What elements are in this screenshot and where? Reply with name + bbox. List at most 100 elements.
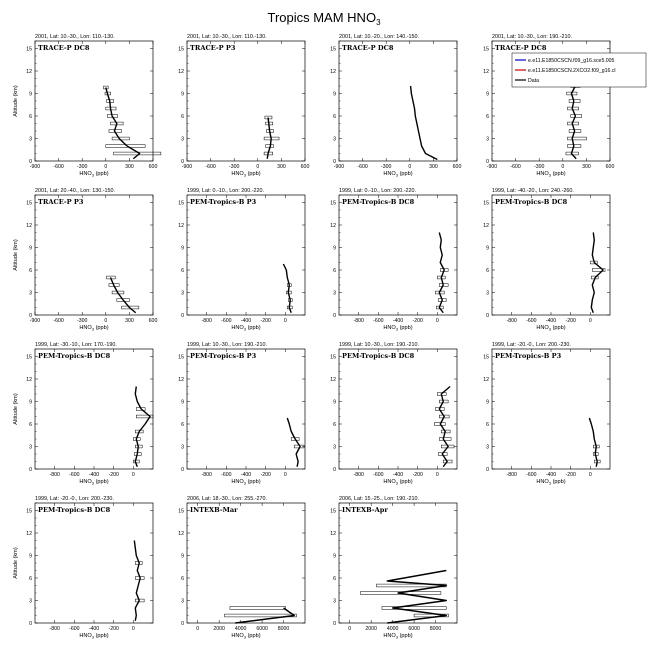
x-tick-label: 0	[589, 472, 592, 478]
x-axis-label: HNO3 (ppb)	[536, 325, 565, 332]
y-tick-label: 0	[29, 621, 32, 627]
panel-2: 2001, Lat: 10.-30., Lon: 110.-130. TRACE-…	[178, 34, 309, 178]
y-tick-label: 9	[486, 399, 489, 405]
y-tick-label: 6	[29, 268, 32, 274]
y-tick-label: 3	[486, 136, 489, 142]
x-tick-label: -800	[49, 472, 59, 478]
y-tick-label: 6	[181, 268, 184, 274]
data-series-line	[286, 417, 301, 467]
panel-subtitle: 2001, Lat: 20.-40., Lon: 130.-150.	[35, 188, 115, 194]
y-tick-label: 6	[333, 576, 336, 582]
x-tick-label: -400	[546, 318, 556, 324]
y-axis-label: Altitude (km)	[13, 239, 19, 271]
legend-label: e.e11.E1850CSCN.f09_g16.sce5.005	[528, 58, 615, 64]
plot-frame	[186, 348, 306, 470]
x-tick-label: -600	[205, 164, 215, 170]
data-series-line	[409, 85, 438, 161]
y-tick-label: 0	[333, 159, 336, 165]
x-axis-label: HNO3 (ppb)	[383, 479, 412, 486]
x-tick-label: -300	[77, 164, 87, 170]
x-tick-label: 300	[125, 164, 134, 170]
campaign-label: PEM-Tropics-B DC8	[342, 198, 415, 206]
legend-label: Data	[528, 78, 539, 84]
y-tick-label: 0	[29, 313, 32, 319]
plot-frame	[186, 40, 306, 162]
panel-1: 2001, Lat: 10.-30., Lon: 110.-130. TRACE-…	[13, 34, 162, 178]
x-tick-label: 4000	[235, 626, 247, 632]
campaign-label: PEM-Tropics-B P3	[495, 352, 562, 360]
x-axis-label: HNO3 (ppb)	[231, 633, 260, 640]
x-tick-label: -200	[412, 472, 422, 478]
y-tick-label: 12	[330, 69, 336, 75]
x-tick-label: 0	[132, 626, 135, 632]
x-tick-label: -200	[260, 318, 270, 324]
y-tick-label: 9	[29, 91, 32, 97]
error-bar	[381, 606, 447, 610]
y-tick-label: 15	[26, 354, 32, 360]
x-tick-label: -400	[241, 318, 251, 324]
y-tick-label: 3	[486, 444, 489, 450]
panel-subtitle: 1999, Lat: -40.-20., Lon: 240.-260.	[492, 188, 574, 194]
y-tick-label: 12	[483, 223, 489, 229]
x-axis-label: HNO3 (ppb)	[383, 171, 412, 178]
x-tick-label: -600	[526, 318, 536, 324]
panel-7: 1999, Lat: 0.-10., Lon: 200.-220. PEM-Tro…	[330, 188, 458, 332]
x-tick-label: -300	[534, 164, 544, 170]
panel-10: 1999, Lat: 10.-30., Lon: 190.-210. PEM-Tr…	[178, 342, 306, 486]
x-tick-label: 0	[436, 318, 439, 324]
y-axis-label: Altitude (km)	[13, 393, 19, 425]
y-tick-label: 15	[178, 508, 184, 514]
y-tick-label: 12	[178, 223, 184, 229]
y-tick-label: 0	[333, 621, 336, 627]
y-tick-label: 3	[29, 444, 32, 450]
x-tick-label: -400	[89, 472, 99, 478]
y-tick-label: 3	[333, 598, 336, 604]
x-axis-label: HNO3 (ppb)	[231, 171, 260, 178]
error-bar	[439, 283, 449, 287]
x-axis-label: HNO3 (ppb)	[536, 479, 565, 486]
panel-subtitle: 1999, Lat: -30.-10., Lon: 170.-190.	[35, 342, 117, 348]
figure-title-sub: 3	[376, 18, 381, 27]
plot-frame	[491, 348, 611, 470]
x-tick-label: -900	[182, 164, 192, 170]
x-tick-label: -300	[77, 318, 87, 324]
y-tick-label: 0	[486, 313, 489, 319]
x-tick-label: -600	[53, 164, 63, 170]
panel-subtitle: 1999, Lat: 10.-30., Lon: 190.-210.	[339, 342, 419, 348]
y-tick-label: 6	[486, 268, 489, 274]
x-tick-label: 0	[132, 472, 135, 478]
error-bar	[136, 414, 154, 419]
y-tick-label: 12	[26, 531, 32, 537]
error-bar	[567, 136, 587, 141]
panel-subtitle: 1999, Lat: 10.-30., Lon: 190.-210.	[187, 342, 267, 348]
y-tick-label: 3	[181, 598, 184, 604]
plot-frame	[186, 502, 306, 624]
data-series-line	[266, 117, 272, 159]
x-tick-label: -600	[69, 472, 79, 478]
campaign-label: PEM-Tropics-B DC8	[342, 352, 415, 360]
error-bar	[135, 598, 145, 603]
y-tick-label: 12	[483, 69, 489, 75]
y-tick-label: 12	[483, 377, 489, 383]
y-tick-label: 12	[26, 223, 32, 229]
y-tick-label: 15	[26, 46, 32, 52]
plot-frame	[338, 194, 458, 316]
y-tick-label: 9	[29, 553, 32, 559]
x-tick-label: 0	[104, 318, 107, 324]
plot-frame	[338, 40, 458, 162]
data-series-line	[282, 263, 292, 313]
panel-subtitle: 1999, Lat: -20.-0., Lon: 200.-230.	[35, 496, 114, 502]
campaign-label: PEM-Tropics-B DC8	[38, 352, 111, 360]
data-series-line	[588, 417, 598, 467]
panel-9: 1999, Lat: -30.-10., Lon: 170.-190. PEM-T…	[13, 342, 154, 486]
x-tick-label: 6000	[408, 626, 420, 632]
x-tick-label: 300	[582, 164, 591, 170]
campaign-label: PEM-Tropics-B P3	[190, 198, 257, 206]
x-axis-label: HNO3 (ppb)	[383, 633, 412, 640]
y-tick-label: 9	[29, 399, 32, 405]
x-axis-label: HNO3 (ppb)	[79, 479, 108, 486]
y-tick-label: 12	[330, 223, 336, 229]
legend-box	[511, 52, 647, 88]
campaign-label: PEM-Tropics-B DC8	[38, 506, 111, 514]
